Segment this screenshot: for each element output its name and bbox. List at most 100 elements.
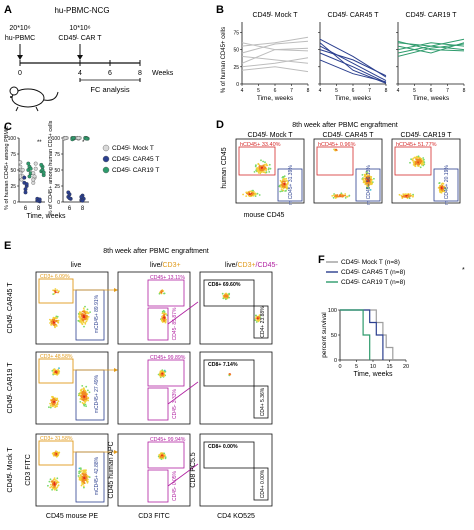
col-live: live xyxy=(71,262,82,269)
x-tick-label: 6 xyxy=(352,88,355,94)
x-axis-label-live: CD45 mouse PE xyxy=(46,513,98,520)
event-dot xyxy=(54,404,57,407)
event-dot xyxy=(58,451,61,454)
event-dot xyxy=(264,161,266,164)
x-tick-label: 8 xyxy=(385,88,388,94)
event-dot xyxy=(52,372,55,374)
series-line-6 xyxy=(319,49,387,77)
x-tick-label: 10 xyxy=(370,364,376,370)
event-dot xyxy=(263,171,266,174)
subplot-title: CD45ᴸ CAR19 T xyxy=(406,12,458,19)
event-dot xyxy=(160,370,163,373)
event-dot xyxy=(254,193,257,196)
plot-frame xyxy=(391,138,461,204)
survival-curve-3 xyxy=(340,309,371,360)
plot-title: CD45ᴸ CAR19 T xyxy=(401,132,453,139)
y-tick-label: 75 xyxy=(10,152,16,158)
event-dot xyxy=(83,469,86,472)
gate-hcd45-label: hCD45+ 33.40% xyxy=(240,142,281,148)
event-dot xyxy=(85,320,88,323)
event-dot xyxy=(420,163,423,166)
event-dot xyxy=(53,482,56,484)
spaghetti-plot-3: CD45ᴸ CAR19 T 4 5 6 7 8 Time, weeks xyxy=(396,12,466,102)
event-dot xyxy=(366,171,369,174)
event-dot xyxy=(265,171,268,174)
x-axis-label: Time, weeks xyxy=(413,95,450,102)
event-dot xyxy=(419,166,422,169)
data-point xyxy=(18,164,23,169)
event-dot xyxy=(333,193,335,195)
event-dot xyxy=(82,469,85,472)
gate-cd45neg-label: CD45- 0.05% xyxy=(172,470,178,501)
event-dot xyxy=(368,174,370,177)
event-dot xyxy=(267,168,270,171)
event-dot xyxy=(280,188,283,191)
event-dot xyxy=(49,486,52,489)
event-dot xyxy=(367,183,370,185)
plot-frame xyxy=(313,138,383,204)
event-dot xyxy=(50,485,53,488)
event-dot xyxy=(51,488,53,491)
event-dot xyxy=(444,186,447,189)
gate-cd3-label: CD3+ 6.09% xyxy=(40,274,70,280)
event-dot xyxy=(257,171,260,174)
gating-arrow-head xyxy=(114,450,118,454)
event-dot xyxy=(268,163,271,166)
gate-hcd45 xyxy=(316,146,354,176)
event-dot xyxy=(55,450,57,453)
x-tick-label: 20 xyxy=(403,364,409,370)
event-dot xyxy=(163,369,166,372)
y-tick-label: 75 xyxy=(54,152,60,158)
series-line-4 xyxy=(241,42,309,52)
event-dot xyxy=(80,476,82,479)
event-dot xyxy=(281,190,283,193)
event-dot xyxy=(54,288,57,290)
event-dot xyxy=(278,185,281,188)
event-dot xyxy=(258,318,261,321)
density-plot-3: CD45ᴸ CAR19 T hCD45+ 51.77% m CD45+ 20.19% xyxy=(391,132,461,205)
event-dot xyxy=(82,318,84,320)
event-dot xyxy=(48,480,51,483)
event-dot xyxy=(52,397,55,400)
event-dot xyxy=(163,371,166,374)
data-point xyxy=(39,162,44,167)
gate-hcd45 xyxy=(238,146,276,176)
event-dot xyxy=(82,387,85,389)
col-cd3: live/CD3+ xyxy=(150,262,181,269)
y-tick-label: 25 xyxy=(10,184,16,190)
event-dot xyxy=(54,479,57,481)
x-tick-label: 4 xyxy=(241,88,244,94)
event-dot xyxy=(254,317,257,320)
event-dot xyxy=(163,318,166,321)
event-dot xyxy=(334,197,337,199)
panel-d-title: 8th week after PBMC engraftment xyxy=(292,122,397,129)
col-cd4-c: /CD45- xyxy=(256,262,279,269)
event-dot xyxy=(86,308,89,311)
event-dot xyxy=(369,189,372,191)
event-dot xyxy=(281,179,284,182)
legend-marker xyxy=(102,155,110,163)
event-dot xyxy=(83,325,85,328)
gate-cd8 xyxy=(203,441,255,469)
spaghetti-plot-2: CD45ᴸ CAR45 T 4 5 6 7 8 Time, weeks xyxy=(318,12,388,102)
event-dot xyxy=(50,399,53,402)
event-dot xyxy=(57,454,60,457)
event-dot xyxy=(373,177,375,180)
event-dot xyxy=(258,194,261,196)
event-dot xyxy=(445,188,447,190)
data-point xyxy=(27,174,32,179)
gate-mcd45 xyxy=(277,168,303,202)
event-dot xyxy=(53,289,56,292)
event-dot xyxy=(438,189,441,192)
legend-marker xyxy=(102,166,110,174)
event-dot xyxy=(361,174,364,176)
event-dot xyxy=(54,402,56,405)
event-dot xyxy=(257,169,260,172)
event-dot xyxy=(82,314,85,317)
x-axis-label-cd3: CD3 FITC xyxy=(138,513,170,520)
event-dot xyxy=(86,478,89,481)
event-dot xyxy=(344,193,347,195)
event-dot xyxy=(409,161,411,164)
legend-label: CD45ᴸ CAR19 T (n=8) xyxy=(341,279,405,286)
